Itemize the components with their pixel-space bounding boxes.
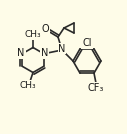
Text: O: O: [41, 24, 49, 34]
Text: CH₃: CH₃: [20, 81, 36, 90]
Text: CF₃: CF₃: [88, 83, 104, 93]
Text: N: N: [18, 48, 25, 58]
Text: Cl: Cl: [82, 38, 92, 48]
Text: N: N: [58, 44, 66, 53]
Text: CH₃: CH₃: [25, 30, 41, 39]
Text: N: N: [41, 48, 49, 58]
